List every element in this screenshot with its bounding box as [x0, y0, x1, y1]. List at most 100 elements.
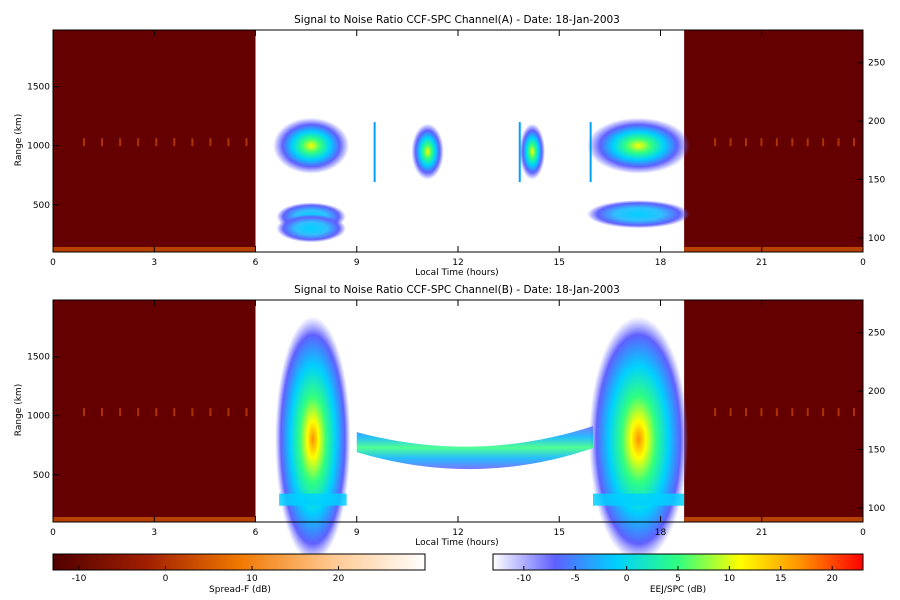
spread-f-streak	[137, 138, 140, 147]
axes-a: 0 3 6 9 12 15 18 21 0 500 1000 1500 100 150 200 250	[27, 30, 885, 268]
spread-f-streak	[191, 408, 194, 417]
spread-f-streak	[822, 138, 825, 147]
x-axis-label: Local Time (hours)	[415, 268, 498, 278]
colorbar-spread-f-bar	[52, 553, 426, 571]
y2-tick-label: 100	[868, 504, 885, 514]
y2-tick-label: 250	[868, 329, 885, 339]
spread-f-streak	[101, 408, 104, 417]
colorbar-spread-f: -10 0 10 20 Spread-F (dB)	[52, 553, 426, 595]
echo-band	[356, 426, 593, 470]
axes-b: 0 3 6 9 12 15 18 21 0 500 1000 1500 100 150 200 250	[27, 300, 885, 538]
x-tick-label: 21	[756, 528, 767, 538]
y-tick-label: 500	[33, 201, 50, 211]
x-tick-label: 0	[860, 258, 866, 268]
colorbar-tick-label: 20	[333, 574, 345, 584]
spread-f-streak	[101, 138, 104, 147]
x-axis-label: Local Time (hours)	[415, 538, 498, 548]
spread-f-streak	[227, 138, 230, 147]
spread-f-streak	[155, 138, 158, 147]
spread-f-streak	[744, 408, 747, 417]
spread-f-streak	[775, 138, 778, 147]
spread-f-streak	[822, 408, 825, 417]
spread-f-block	[684, 300, 863, 522]
echo-plume	[275, 316, 351, 563]
spread-f-block	[53, 300, 256, 522]
x-tick-label: 3	[151, 258, 157, 268]
x-tick-label: 18	[655, 258, 667, 268]
spread-f-streak	[191, 138, 194, 147]
echo-blob	[587, 117, 691, 174]
x-tick-label: 12	[452, 528, 463, 538]
spread-f-streak	[853, 408, 855, 417]
colorbar-tick-label: 20	[826, 574, 838, 584]
spread-f-streak	[729, 408, 732, 417]
spread-f-streak	[173, 408, 176, 417]
echo-blob	[587, 200, 691, 229]
spread-f-block	[53, 30, 256, 252]
spread-f-streak	[806, 408, 809, 417]
spread-f-ground-echo	[684, 517, 863, 522]
spread-f-streak	[714, 138, 717, 147]
echo-blob	[411, 123, 444, 180]
spread-f-ground-echo	[684, 247, 863, 252]
x-tick-label: 15	[554, 528, 565, 538]
panel-channel-a: Signal to Noise Ratio CCF-SPC Channel(A)…	[14, 14, 885, 278]
spread-f-streak	[837, 408, 840, 417]
spread-f-streak	[714, 408, 717, 417]
y-tick-label: 1500	[27, 353, 50, 363]
x-tick-label: 21	[756, 258, 767, 268]
spread-f-streak	[245, 138, 248, 147]
spread-f-streak	[209, 138, 212, 147]
colorbar-tick-label: -5	[571, 574, 580, 584]
colorbar-tick-label: -10	[516, 574, 531, 584]
y2-tick-label: 100	[868, 234, 885, 244]
colorbar-tick-label: 10	[724, 574, 736, 584]
spread-f-streak	[83, 138, 85, 147]
x-tick-label: 9	[354, 528, 360, 538]
echo-base-layer	[279, 493, 347, 506]
colorbar-tick-label: 0	[624, 574, 630, 584]
chart-title: Signal to Noise Ratio CCF-SPC Channel(B)…	[294, 284, 620, 296]
x-tick-label: 18	[655, 528, 667, 538]
spread-f-streak	[119, 138, 122, 147]
x-tick-label: 6	[253, 528, 259, 538]
spread-f-streak	[853, 138, 855, 147]
y-tick-label: 500	[33, 471, 50, 481]
y2-tick-label: 150	[868, 446, 885, 456]
spread-f-streak	[760, 408, 763, 417]
spread-f-streak	[155, 408, 158, 417]
x-tick-label: 0	[50, 258, 56, 268]
panel-channel-b: Signal to Noise Ratio CCF-SPC Channel(B)…	[14, 284, 885, 563]
spread-f-streak	[137, 408, 140, 417]
colorbar-tick-label: 0	[163, 574, 169, 584]
y-axis-label: Range (km)	[14, 114, 24, 166]
spread-f-streak	[791, 138, 794, 147]
spread-f-streak	[209, 408, 212, 417]
spread-f-streak	[83, 408, 85, 417]
x-tick-label: 0	[860, 528, 866, 538]
spread-f-block	[684, 30, 863, 252]
echo-blob	[276, 214, 346, 243]
spread-f-streak	[245, 408, 248, 417]
spread-f-streak	[837, 138, 840, 147]
y-tick-label: 1000	[27, 142, 50, 152]
spread-f-streak	[760, 138, 763, 147]
y-tick-label: 1000	[27, 412, 50, 422]
chart-title: Signal to Noise Ratio CCF-SPC Channel(A)…	[294, 14, 620, 26]
spread-f-streak	[791, 408, 794, 417]
spread-f-streak	[119, 408, 122, 417]
spread-f-streak	[806, 138, 809, 147]
x-tick-label: 9	[354, 258, 360, 268]
y-axis-label: Range (km)	[14, 384, 24, 436]
echo-blob	[519, 123, 545, 180]
x-tick-label: 12	[452, 258, 463, 268]
spread-f-streak	[775, 408, 778, 417]
spread-f-streak	[227, 408, 230, 417]
x-tick-label: 6	[253, 258, 259, 268]
x-tick-label: 15	[554, 258, 565, 268]
plot-area-b	[52, 299, 864, 563]
echo-base-layer	[593, 493, 685, 506]
echo-streak	[518, 122, 521, 183]
x-tick-label: 0	[50, 528, 56, 538]
